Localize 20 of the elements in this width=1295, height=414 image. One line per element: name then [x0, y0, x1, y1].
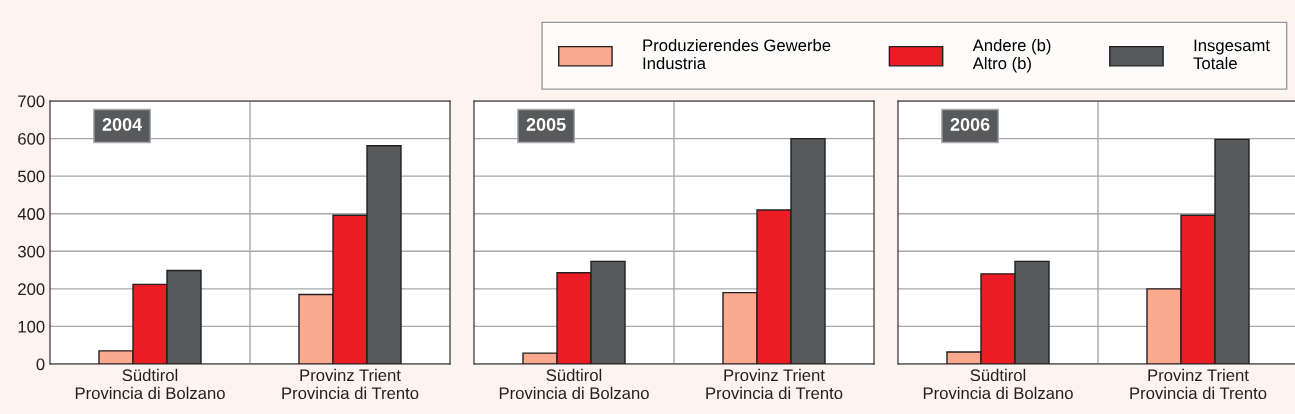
y-tick-label: 600 — [18, 132, 45, 145]
y-tick-label: 500 — [18, 170, 45, 183]
x-tick-label: Südtirol Provincia di Bolzano — [75, 368, 225, 400]
legend-label: Produzierendes Gewerbe Industria — [643, 39, 831, 70]
x-tick-label: Südtirol Provincia di Bolzano — [923, 368, 1073, 400]
y-tick-label: 100 — [18, 320, 45, 333]
y-tick-label: 700 — [18, 95, 45, 108]
x-tick-label: Provinz Trient Provincia di Trento — [282, 368, 419, 400]
y-tick-label: 300 — [17, 245, 45, 258]
x-tick-label: Provinz Trient Provincia di Trento — [1130, 368, 1267, 400]
legend-label: Insgesamt Totale — [1193, 39, 1270, 70]
y-tick-label: 400 — [17, 208, 45, 220]
y-tick-label: 0 — [36, 358, 45, 371]
y-tick-label: 200 — [18, 283, 45, 296]
annotation: 2004 — [102, 118, 143, 131]
x-tick-label: Provinz Trient Provincia di Trento — [706, 368, 843, 400]
x-tick-label: Südtirol Provincia di Bolzano — [499, 368, 649, 400]
legend-label: Andere (b) Altro (b) — [972, 39, 1051, 73]
annotation: 2006 — [950, 118, 990, 131]
annotation: 2005 — [526, 118, 566, 131]
